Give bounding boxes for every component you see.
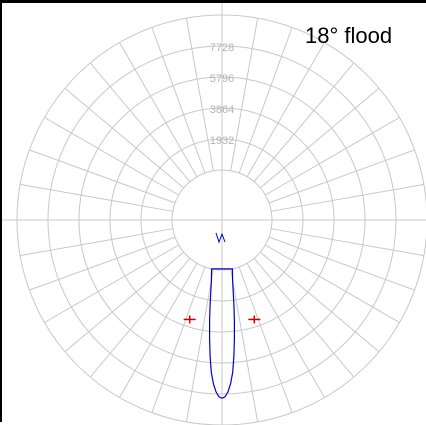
grid-spoke bbox=[271, 183, 424, 212]
grid-spoke bbox=[29, 236, 176, 291]
grid-spoke bbox=[253, 257, 355, 378]
grid-spoke bbox=[119, 42, 198, 177]
grid-spoke bbox=[20, 228, 173, 257]
series-group bbox=[183, 232, 261, 399]
grid-spoke bbox=[265, 244, 400, 323]
grid-spoke bbox=[151, 27, 206, 174]
polar-grid bbox=[2, 3, 426, 425]
grid-spoke bbox=[44, 244, 179, 323]
radial-tick-label: 1932 bbox=[210, 135, 234, 147]
radial-tick-label: 3864 bbox=[210, 104, 234, 116]
radial-tick-label: 7728 bbox=[210, 42, 234, 54]
grid-spoke bbox=[185, 18, 214, 171]
grid-spoke bbox=[64, 251, 185, 353]
radial-tick-label: 5796 bbox=[210, 73, 234, 85]
grid-spoke bbox=[271, 228, 424, 257]
grid-spoke bbox=[44, 117, 179, 196]
grid-spoke bbox=[259, 87, 380, 189]
grid-spoke bbox=[238, 266, 293, 413]
grid-spoke bbox=[119, 263, 198, 398]
grid-spoke bbox=[238, 27, 293, 174]
grid-spoke bbox=[89, 62, 191, 183]
grid-spoke bbox=[246, 263, 325, 398]
curve-notch bbox=[215, 232, 226, 244]
grid-spoke bbox=[151, 266, 206, 413]
grid-spoke bbox=[230, 269, 259, 422]
radial-tick-labels: 1932 3864 5796 7728 bbox=[210, 42, 234, 147]
grid-spoke bbox=[185, 269, 214, 422]
grid-spoke bbox=[253, 62, 355, 183]
grid-spoke bbox=[265, 117, 400, 196]
grid-spoke bbox=[268, 236, 415, 291]
polar-chart: 1932 3864 5796 7728 bbox=[2, 3, 426, 425]
grid-spoke bbox=[268, 149, 415, 204]
grid-spoke bbox=[64, 87, 185, 189]
grid-spoke bbox=[230, 18, 259, 171]
chart-title: 18° flood bbox=[305, 23, 393, 48]
grid-spoke bbox=[246, 42, 325, 177]
grid-spoke bbox=[259, 251, 380, 353]
intensity-curve bbox=[209, 268, 235, 399]
grid-spoke bbox=[20, 183, 173, 212]
grid-spoke bbox=[89, 257, 191, 378]
grid-spoke bbox=[29, 149, 176, 204]
